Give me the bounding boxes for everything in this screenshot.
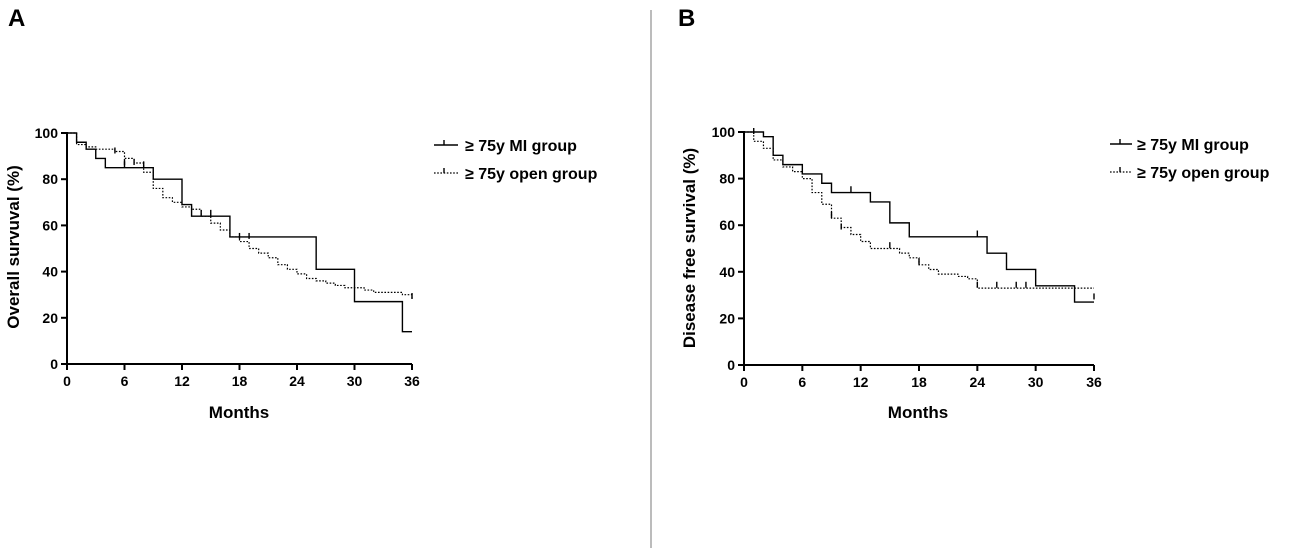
panel-b-legend-mi-swatch <box>1110 139 1132 145</box>
panel-b-legend-open-swatch <box>1110 167 1132 173</box>
panel-b-x-tick-label: 12 <box>853 374 869 390</box>
panel-a-x-tick-label: 18 <box>232 373 248 389</box>
panel-b-y-tick-label: 20 <box>719 310 735 326</box>
panel-b-y-tick-label: 0 <box>727 357 735 373</box>
panel-b-letter: B <box>678 5 695 32</box>
panel-a-legend-mi-label: ≥ 75y MI group <box>465 138 577 155</box>
panel-b-x-tick-label: 18 <box>911 374 927 390</box>
panel-b-x-tick-label: 30 <box>1028 374 1044 390</box>
panel-a-y-tick-label: 60 <box>42 217 58 233</box>
panel-b-x-tick-label: 6 <box>798 374 806 390</box>
panel-b-x-tick-label: 0 <box>740 374 748 390</box>
panel-b: B 0 6 12 18 24 30 36 0 20 40 60 80 100 Months Diseas… <box>678 5 1270 422</box>
panel-a-open-group-curve <box>67 132 413 300</box>
panel-a-plot: 0 6 12 18 24 30 36 0 20 40 60 80 100 <box>35 125 420 389</box>
panel-b-y-tick-label: 40 <box>719 264 735 280</box>
panel-b-y-axis-label: Disease free survival (%) <box>680 148 699 348</box>
panel-a-letter: A <box>8 5 25 32</box>
panel-a-legend-open-swatch <box>434 168 458 174</box>
panel-a-legend: ≥ 75y MI group ≥ 75y open group <box>434 138 598 183</box>
panel-b-open-group-curve <box>744 131 1094 289</box>
panel-a-mi-group-curve <box>67 132 412 333</box>
panel-a-y-axis-label: Overall survuval (%) <box>4 165 23 328</box>
panel-a-y-tick-label: 0 <box>50 356 58 372</box>
panel-a-x-tick-label: 6 <box>121 373 129 389</box>
panel-a-x-tick-label: 12 <box>174 373 190 389</box>
panel-a-x-tick-label: 36 <box>404 373 420 389</box>
panel-a-x-tick-label: 30 <box>347 373 363 389</box>
panel-b-mi-group-curve <box>744 131 1094 303</box>
panel-b-x-tick-label: 24 <box>970 374 986 390</box>
panel-a-y-tick-label: 20 <box>42 310 58 326</box>
panel-b-y-tick-label: 80 <box>719 171 735 187</box>
panel-b-legend-mi-label: ≥ 75y MI group <box>1137 137 1249 154</box>
panel-b-legend-open-label: ≥ 75y open group <box>1137 165 1270 182</box>
panel-a-y-tick-label: 40 <box>42 264 58 280</box>
panel-a-x-tick-label: 24 <box>289 373 305 389</box>
panel-a-legend-open-label: ≥ 75y open group <box>465 166 598 183</box>
panel-b-y-tick-label: 60 <box>719 217 735 233</box>
panel-b-plot: 0 6 12 18 24 30 36 0 20 40 60 80 100 <box>712 124 1102 390</box>
panel-b-legend: ≥ 75y MI group ≥ 75y open group <box>1110 137 1270 182</box>
panel-a-x-tick-label: 0 <box>63 373 71 389</box>
panel-b-y-tick-label: 100 <box>712 124 736 140</box>
panel-a-y-tick-label: 100 <box>35 125 59 141</box>
panel-a-legend-mi-swatch <box>434 140 458 146</box>
panel-a-x-axis-label: Months <box>209 403 269 422</box>
panel-a: A 0 6 12 18 24 30 36 0 20 40 60 80 100 Months Overal… <box>4 5 598 422</box>
panel-b-x-axis-label: Months <box>888 403 948 422</box>
panel-a-y-tick-label: 80 <box>42 171 58 187</box>
panel-b-x-tick-label: 36 <box>1086 374 1102 390</box>
